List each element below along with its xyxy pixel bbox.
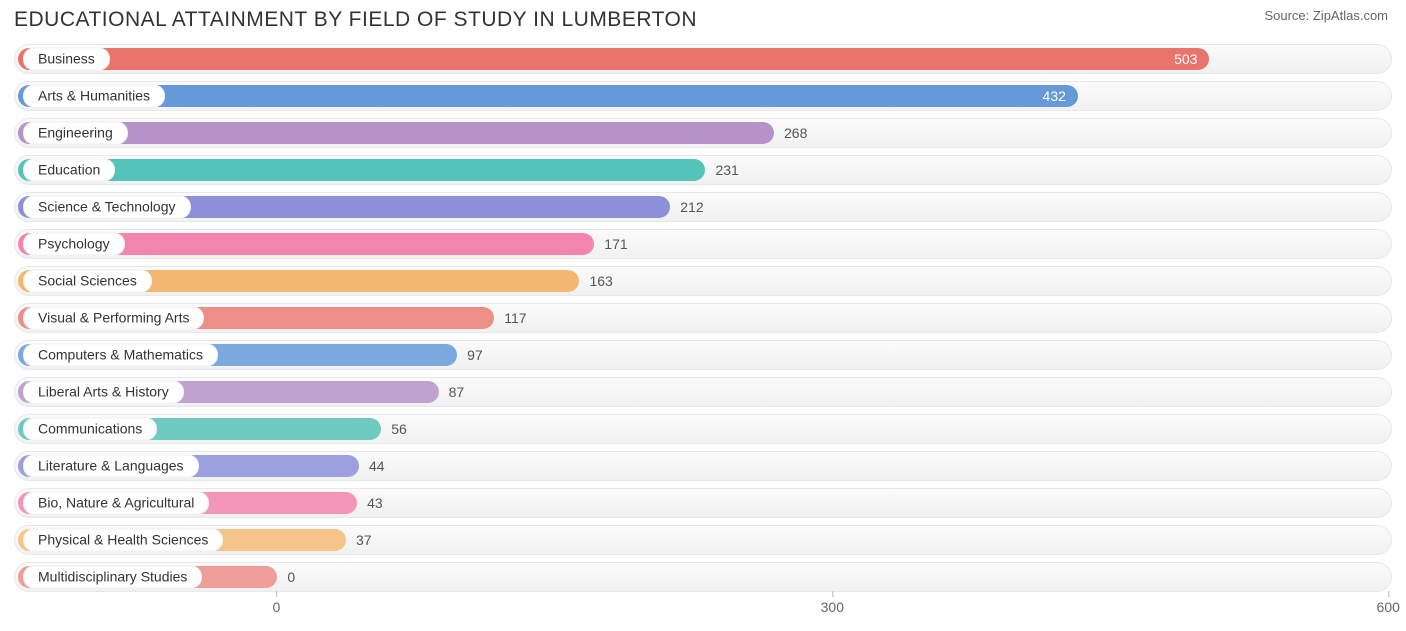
bar-value-label: 56	[391, 421, 407, 437]
bar-category-label: Bio, Nature & Agricultural	[23, 492, 209, 515]
bar-row: Business 503	[14, 44, 1392, 74]
chart-plot-area: Business 503 Arts & Humanities 432 Engineeri…	[0, 36, 1406, 592]
bar-fill	[18, 48, 1209, 70]
bar-value-label: 43	[367, 495, 383, 511]
bar-category-label: Science & Technology	[23, 196, 191, 219]
chart-title: Educational Attainment by Field of Study…	[14, 8, 697, 32]
bar-row: Social Sciences 163	[14, 266, 1392, 296]
bar-value-label: 44	[369, 458, 385, 474]
bar-row: Literature & Languages 44	[14, 451, 1392, 481]
bar-row: Communications 56	[14, 414, 1392, 444]
x-axis-tick: 0	[273, 599, 281, 615]
bar-value-label: 37	[356, 532, 372, 548]
x-axis-tick: 600	[1377, 599, 1400, 615]
bar-value-label: 268	[784, 125, 807, 141]
bar-row: Education 231	[14, 155, 1392, 185]
bar-value-label: 163	[589, 273, 612, 289]
bar-category-label: Psychology	[23, 233, 125, 256]
bar-row: Physical & Health Sciences 37	[14, 525, 1392, 555]
bar-value-label: 231	[715, 162, 738, 178]
bar-value-label: 87	[449, 384, 465, 400]
bar-row: Visual & Performing Arts 117	[14, 303, 1392, 333]
bar-row: Bio, Nature & Agricultural 43	[14, 488, 1392, 518]
bar-category-label: Computers & Mathematics	[23, 344, 218, 367]
bar-category-label: Visual & Performing Arts	[23, 307, 204, 330]
bar-category-label: Communications	[23, 418, 157, 441]
x-axis: 0300600	[14, 599, 1392, 629]
bar-fill	[18, 122, 774, 144]
bar-value-label: 171	[604, 236, 627, 252]
bar-value-label: 97	[467, 347, 483, 363]
bar-row: Liberal Arts & History 87	[14, 377, 1392, 407]
bar-value-label: 117	[504, 310, 526, 326]
bar-category-label: Business	[23, 48, 110, 71]
bar-category-label: Literature & Languages	[23, 455, 199, 478]
bar-category-label: Engineering	[23, 122, 128, 145]
bar-value-label: 432	[1043, 88, 1066, 104]
bar-fill	[18, 159, 705, 181]
chart-source: Source: ZipAtlas.com	[1264, 8, 1388, 23]
bar-row: Engineering 268	[14, 118, 1392, 148]
bar-row: Computers & Mathematics 97	[14, 340, 1392, 370]
bar-category-label: Multidisciplinary Studies	[23, 566, 202, 589]
bar-fill	[18, 85, 1078, 107]
x-axis-tick: 300	[821, 599, 844, 615]
bar-category-label: Arts & Humanities	[23, 85, 165, 108]
bar-row: Arts & Humanities 432	[14, 81, 1392, 111]
bar-category-label: Physical & Health Sciences	[23, 529, 223, 552]
bar-row: Science & Technology 212	[14, 192, 1392, 222]
chart-header: Educational Attainment by Field of Study…	[0, 0, 1406, 36]
bar-category-label: Social Sciences	[23, 270, 152, 293]
bar-row: Multidisciplinary Studies 0	[14, 562, 1392, 592]
bar-category-label: Liberal Arts & History	[23, 381, 184, 404]
bar-category-label: Education	[23, 159, 115, 182]
bar-row: Psychology 171	[14, 229, 1392, 259]
bar-value-label: 212	[680, 199, 703, 215]
bar-value-label: 0	[287, 569, 295, 585]
bar-value-label: 503	[1174, 51, 1197, 67]
